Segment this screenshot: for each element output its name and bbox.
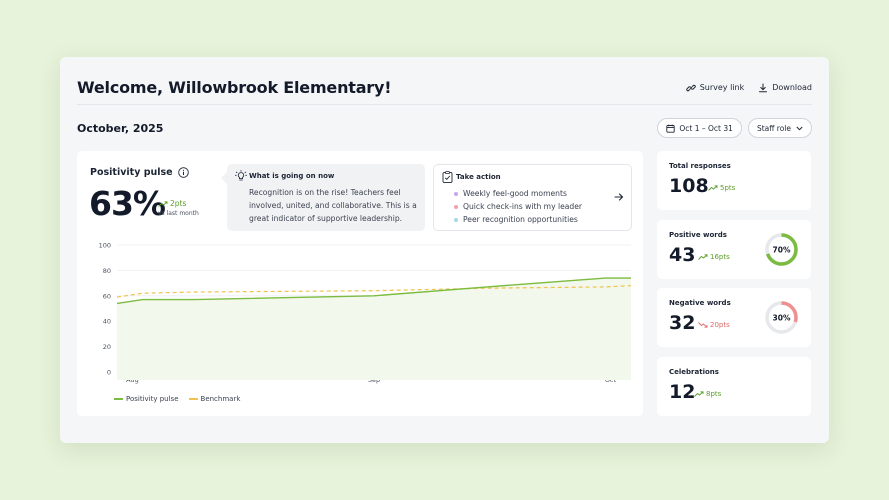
- download-icon: [759, 83, 768, 92]
- y-tick-label: 100: [99, 242, 111, 250]
- survey-link-button[interactable]: Survey link: [685, 83, 745, 93]
- positivity-card: Positivity pulse 63% 2pts vs last month …: [77, 151, 643, 416]
- stat-delta-value: 8pts: [706, 390, 722, 398]
- stat-label: Positive words: [669, 231, 727, 239]
- date-range-label: Oct 1 – Oct 31: [679, 123, 733, 133]
- date-range-picker[interactable]: Oct 1 – Oct 31: [657, 118, 742, 138]
- legend-item-benchmark: Benchmark: [188, 395, 241, 403]
- lightbulb-icon: [235, 170, 247, 181]
- legend-swatch-benchmark: [188, 398, 198, 400]
- action-item-label: Quick check-ins with my leader: [463, 202, 583, 211]
- action-item-label: Peer recognition opportunities: [463, 215, 578, 224]
- stat-card-celebrations: Celebrations 12 8pts: [657, 357, 811, 416]
- action-list: Weekly feel-good moments Quick check-ins…: [454, 187, 583, 226]
- page-header: Welcome, Willowbrook Elementary! Survey …: [77, 71, 812, 105]
- y-tick-label: 0: [107, 369, 111, 377]
- action-item[interactable]: Weekly feel-good moments: [454, 187, 582, 200]
- legend-label: Positivity pulse: [126, 395, 179, 403]
- stat-delta: 16pts: [698, 253, 730, 261]
- positivity-pulse-line: [116, 277, 631, 305]
- y-tick-label: 40: [103, 318, 111, 326]
- ring-percent: 70%: [773, 246, 791, 255]
- insight-title: What is going on now: [249, 172, 335, 180]
- legend-swatch-positivity: [114, 398, 123, 400]
- trend-up-icon: [708, 185, 718, 191]
- stat-label: Total responses: [669, 162, 731, 170]
- stat-value: 108: [669, 175, 709, 197]
- legend-label: Benchmark: [200, 395, 241, 403]
- stat-value: 43: [669, 244, 696, 266]
- ring-fill: [765, 233, 798, 266]
- take-action-box[interactable]: Take action Weekly feel-good moments Qui…: [433, 164, 632, 231]
- ring-percent: 30%: [773, 314, 791, 323]
- legend-item-positivity: Positivity pulse: [114, 395, 179, 403]
- pulse-label: Positivity pulse: [90, 167, 173, 178]
- pulse-area-fill: [117, 278, 631, 380]
- sub-header: October, 2025 Oct 1 – Oct 31 Staff role: [77, 117, 812, 139]
- pulse-comparison: vs last month: [158, 210, 199, 217]
- download-button[interactable]: Download: [758, 83, 812, 93]
- pulse-heading: Positivity pulse: [90, 167, 189, 178]
- staff-role-dropdown[interactable]: Staff role: [747, 118, 812, 138]
- calendar-icon: [666, 124, 676, 133]
- bullet-icon: [454, 204, 458, 209]
- download-label: Download: [772, 83, 812, 92]
- stat-card-positive-words: Positive words 43 16pts 70%: [657, 220, 811, 279]
- trend-up-icon: [158, 200, 168, 207]
- bullet-icon: [454, 217, 458, 222]
- info-icon[interactable]: [177, 167, 189, 178]
- pulse-delta-value: 2pts: [170, 199, 187, 208]
- stat-card-negative-words: Negative words 32 20pts 30%: [657, 288, 811, 347]
- trend-down-icon: [698, 322, 708, 328]
- chart-legend: Positivity pulse Benchmark: [114, 395, 250, 403]
- stat-label: Celebrations: [669, 368, 719, 376]
- clipboard-check-icon: [442, 171, 453, 183]
- stat-label: Negative words: [669, 299, 731, 307]
- pulse-delta: 2pts: [158, 199, 186, 208]
- chevron-down-icon: [796, 126, 803, 130]
- insight-text: Recognition is on the rise! Teachers fee…: [249, 188, 417, 223]
- positive-ring-gauge: 70%: [765, 233, 798, 266]
- survey-link-label: Survey link: [699, 83, 745, 92]
- stat-delta-value: 20pts: [710, 321, 730, 329]
- ring-fill: [765, 301, 798, 334]
- trend-up-icon: [694, 391, 704, 397]
- stat-delta: 20pts: [698, 321, 730, 329]
- bullet-icon: [454, 191, 458, 196]
- positivity-line-chart: 020406080100AugSepOct: [99, 242, 632, 384]
- stat-card-total-responses: Total responses 108 5pts: [657, 151, 811, 210]
- y-tick-label: 20: [103, 343, 111, 351]
- dashboard-window: Welcome, Willowbrook Elementary! Survey …: [60, 57, 829, 443]
- action-item[interactable]: Peer recognition opportunities: [454, 213, 582, 226]
- staff-role-label: Staff role: [756, 123, 791, 133]
- link-icon: [685, 84, 696, 91]
- action-item[interactable]: Quick check-ins with my leader: [454, 200, 583, 213]
- stat-value: 32: [669, 312, 696, 334]
- trend-up-icon: [698, 254, 708, 260]
- negative-ring-gauge: 30%: [765, 301, 798, 334]
- insight-box: What is going on now Recognition is on t…: [221, 164, 425, 231]
- stat-delta-value: 16pts: [710, 253, 730, 261]
- period-title: October, 2025: [77, 121, 164, 135]
- action-item-label: Weekly feel-good moments: [463, 189, 567, 198]
- page-title: Welcome, Willowbrook Elementary!: [77, 78, 392, 97]
- stat-value: 12: [669, 381, 696, 403]
- arrow-right-icon[interactable]: [614, 192, 624, 202]
- stat-delta-value: 5pts: [720, 184, 736, 192]
- action-title: Take action: [456, 173, 501, 181]
- y-tick-label: 60: [103, 292, 111, 300]
- stat-delta: 8pts: [694, 390, 721, 398]
- y-tick-label: 80: [103, 267, 111, 275]
- pulse-value: 63%: [89, 184, 166, 223]
- stat-delta: 5pts: [708, 184, 735, 192]
